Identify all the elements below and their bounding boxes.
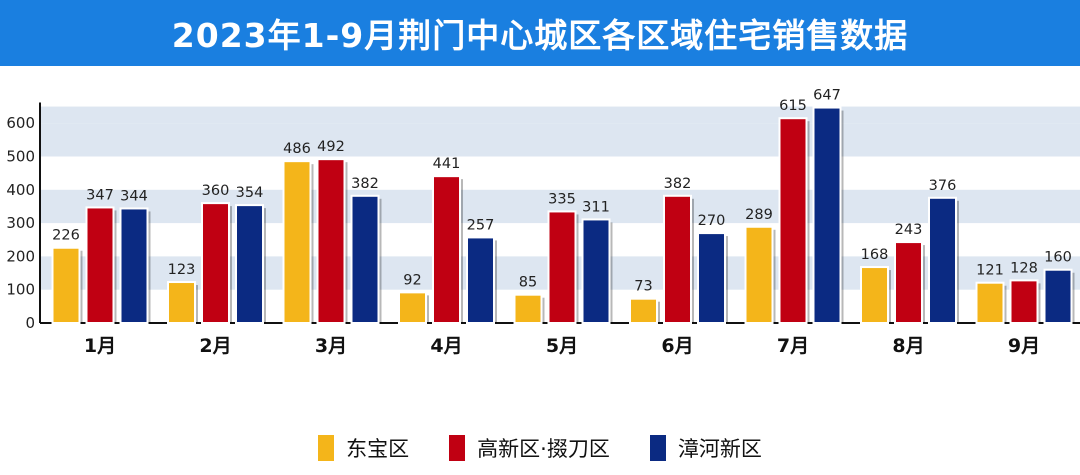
legend: 东宝区 高新区·掇刀区 漳河新区 [0,428,1080,468]
data-label: 243 [895,222,923,238]
data-label: 492 [317,139,345,155]
bar [235,204,264,324]
data-label: 441 [433,156,461,172]
bar [629,297,658,325]
bar [282,160,312,324]
y-tick-label: 500 [6,148,35,166]
data-label: 168 [861,247,889,263]
bar [697,232,726,324]
bar [894,241,923,324]
x-category-label: 8月 [892,335,924,357]
y-tick-label: 100 [6,281,35,299]
data-label: 382 [351,176,379,192]
bar [1009,279,1039,325]
data-label: 354 [236,185,264,201]
data-label: 257 [467,217,495,233]
data-label: 647 [813,88,841,104]
legend-label: 东宝区 [346,437,410,461]
data-label: 73 [634,279,652,295]
legend-item: 漳河新区 [649,433,762,463]
y-tick-label: 400 [6,181,35,199]
x-category-label: 6月 [661,335,693,357]
bar [350,194,380,325]
chart-title: 2023年1-9月荆门中心城区各区域住宅销售数据 [171,16,909,55]
bar [1043,268,1073,324]
bar [119,207,149,324]
bar [928,196,957,325]
legend-item: 东宝区 [318,433,409,463]
bar [398,291,427,325]
bar [513,293,543,325]
y-tick-label: 200 [6,247,35,265]
bar [85,206,115,325]
legend-label: 高新区·掇刀区 [477,437,610,461]
grid-band [40,106,1080,124]
bar [663,194,692,325]
legend-label: 漳河新区 [677,437,762,461]
bar [860,266,889,324]
data-label: 128 [1010,260,1038,276]
bar [201,202,230,324]
data-label: 344 [120,188,148,204]
x-category-label: 3月 [315,335,347,357]
bar [167,281,196,324]
legend-swatch [449,435,466,461]
data-label: 360 [202,183,230,199]
x-category-label: 1月 [84,335,116,357]
bar [744,225,774,324]
y-tick-label: 300 [6,214,35,232]
data-label: 335 [548,191,576,207]
y-tick-label: 600 [6,114,35,132]
bar [778,117,808,324]
x-category-label: 4月 [430,335,462,357]
data-label: 226 [52,228,80,244]
x-category-label: 5月 [546,335,578,357]
data-label: 123 [168,262,196,278]
bar [316,158,346,324]
data-label: 486 [283,141,311,157]
bar [581,218,611,324]
bar [51,246,81,325]
title-bar: 2023年1-9月荆门中心城区各区域住宅销售数据 [0,0,1080,66]
data-label: 121 [976,263,1004,279]
data-label: 85 [519,275,537,291]
data-label: 615 [779,98,807,114]
bar [812,106,842,325]
data-label: 311 [582,199,610,215]
bar [975,281,1005,324]
legend-swatch [318,435,335,461]
y-tick-label: 0 [25,314,35,332]
data-label: 160 [1044,250,1072,266]
legend-swatch [649,435,666,461]
x-category-label: 7月 [777,335,809,357]
bar [432,175,461,324]
data-label: 382 [664,176,692,192]
bar [547,210,577,325]
data-label: 289 [745,207,773,223]
data-label: 347 [86,187,114,203]
data-label: 270 [698,213,726,229]
x-category-label: 9月 [1008,335,1040,357]
data-label: 92 [403,272,421,288]
bar [466,236,495,325]
grid-band [40,123,1080,157]
legend-item: 高新区·掇刀区 [449,433,610,463]
x-category-label: 2月 [199,335,231,357]
data-label: 376 [929,178,957,194]
